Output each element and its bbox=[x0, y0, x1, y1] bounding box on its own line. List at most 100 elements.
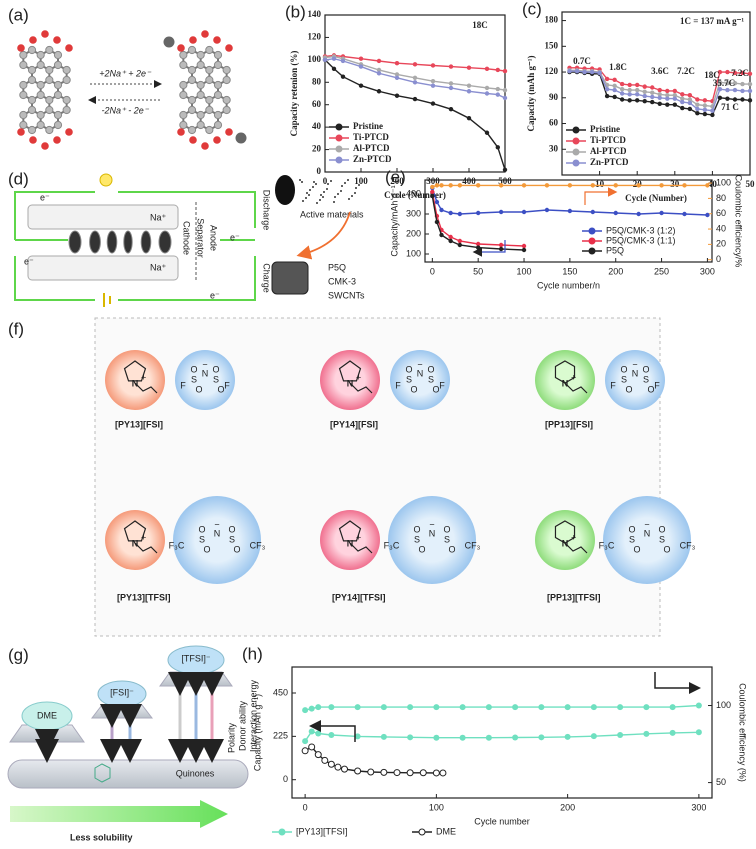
label: CF₃ bbox=[465, 540, 481, 550]
data-point bbox=[376, 67, 382, 73]
carbon-atom bbox=[205, 45, 214, 55]
y2-tick-label: 100 bbox=[716, 700, 731, 710]
arrow bbox=[472, 240, 506, 257]
legend-marker bbox=[572, 137, 580, 145]
data-point bbox=[695, 729, 702, 736]
carbon-atom bbox=[179, 50, 188, 60]
label: O bbox=[620, 364, 627, 374]
x-tick-label: 100 bbox=[429, 802, 444, 812]
data-point bbox=[695, 102, 700, 107]
carbon-atom bbox=[45, 95, 54, 105]
particle bbox=[340, 190, 342, 192]
alkyl-chain bbox=[564, 382, 588, 394]
y-axis-title: Capacity/mAh g⁻¹ bbox=[389, 185, 399, 256]
alkyl-chain bbox=[349, 382, 373, 394]
data-point bbox=[717, 69, 723, 75]
data-point bbox=[687, 106, 693, 112]
x-tick-label: 200 bbox=[390, 176, 404, 186]
carbon-atom bbox=[27, 125, 37, 135]
annotation: 18C bbox=[704, 70, 720, 80]
label: F bbox=[654, 380, 660, 390]
legend-marker bbox=[418, 828, 426, 836]
anion bbox=[603, 496, 691, 584]
data-point bbox=[448, 234, 453, 240]
data-point bbox=[308, 705, 315, 712]
legend-label: Ti-PTCD bbox=[590, 135, 626, 145]
plot-frame bbox=[561, 11, 751, 176]
label: CF₃ bbox=[680, 540, 696, 550]
label: S bbox=[643, 374, 649, 384]
x-axis-title: Cycle number/n bbox=[537, 280, 600, 290]
data-point bbox=[412, 80, 418, 85]
y-tick-label: 0 bbox=[317, 166, 322, 176]
particle bbox=[333, 201, 335, 203]
data-point bbox=[680, 99, 685, 105]
y2-tick-label: 0 bbox=[716, 254, 721, 264]
carbon-atom bbox=[53, 110, 63, 120]
data-point bbox=[650, 90, 655, 95]
data-point bbox=[430, 78, 436, 84]
data-point bbox=[544, 183, 550, 188]
electrode-disc bbox=[68, 230, 82, 254]
data-point bbox=[635, 82, 640, 88]
data-point bbox=[695, 702, 702, 709]
label: CF₃ bbox=[250, 540, 266, 550]
carbon-atom bbox=[36, 50, 45, 60]
carbon-atom bbox=[196, 60, 205, 70]
label: Anode bbox=[209, 225, 219, 251]
data-point bbox=[394, 61, 400, 66]
x-tick-label: 10 bbox=[595, 179, 605, 189]
carbon-atom bbox=[179, 80, 188, 90]
data-point bbox=[740, 81, 745, 87]
data-point bbox=[682, 211, 687, 217]
y-axis-title: Capacity (mAh g⁻¹) bbox=[526, 56, 536, 132]
oxygen-atom bbox=[65, 44, 73, 52]
data-point bbox=[495, 86, 500, 92]
panel-label: (e) bbox=[385, 167, 406, 186]
plot-frame bbox=[324, 14, 506, 173]
label: N bbox=[417, 368, 424, 378]
carbon-atom bbox=[205, 105, 214, 115]
data-point bbox=[439, 232, 444, 238]
data-point bbox=[407, 734, 414, 741]
label: N bbox=[429, 528, 436, 538]
label: + bbox=[571, 532, 576, 542]
carbon-atom bbox=[187, 45, 197, 55]
alkyl-chain bbox=[349, 542, 373, 554]
data-point bbox=[538, 734, 545, 741]
carbon-atom bbox=[196, 90, 205, 100]
label: + bbox=[356, 372, 361, 382]
label: Cathode bbox=[182, 221, 192, 255]
data-point bbox=[567, 183, 573, 188]
label: − bbox=[644, 519, 649, 529]
carbon-atom bbox=[187, 95, 197, 105]
label: N bbox=[347, 538, 354, 548]
particle bbox=[315, 183, 317, 185]
annotation: 7.2C bbox=[731, 68, 749, 78]
data-point bbox=[448, 81, 454, 86]
data-point bbox=[331, 56, 337, 61]
x-tick-label: 250 bbox=[654, 266, 669, 276]
legend-label: P5Q/CMK-3 (1:2) bbox=[606, 225, 676, 235]
particle bbox=[316, 202, 318, 204]
carbon-atom bbox=[196, 50, 205, 60]
quinone-molecule bbox=[94, 763, 111, 783]
oxygen-atom bbox=[41, 30, 49, 38]
legend-marker bbox=[335, 145, 343, 153]
data-point bbox=[604, 87, 610, 92]
label: e⁻ bbox=[210, 290, 220, 300]
data-point bbox=[358, 83, 364, 88]
data-point bbox=[747, 88, 753, 94]
legend-label: Ti-PTCD bbox=[353, 132, 389, 142]
alkyl-chain bbox=[134, 542, 158, 554]
x-tick-label: 200 bbox=[560, 802, 575, 812]
label: Less solubility bbox=[70, 832, 133, 842]
data-point bbox=[475, 241, 481, 247]
circuit bbox=[14, 191, 256, 301]
label: O bbox=[418, 544, 425, 554]
data-point bbox=[521, 183, 527, 188]
electrode-disc bbox=[140, 230, 152, 254]
y-tick-label: 150 bbox=[545, 40, 559, 50]
data-point bbox=[613, 183, 618, 188]
